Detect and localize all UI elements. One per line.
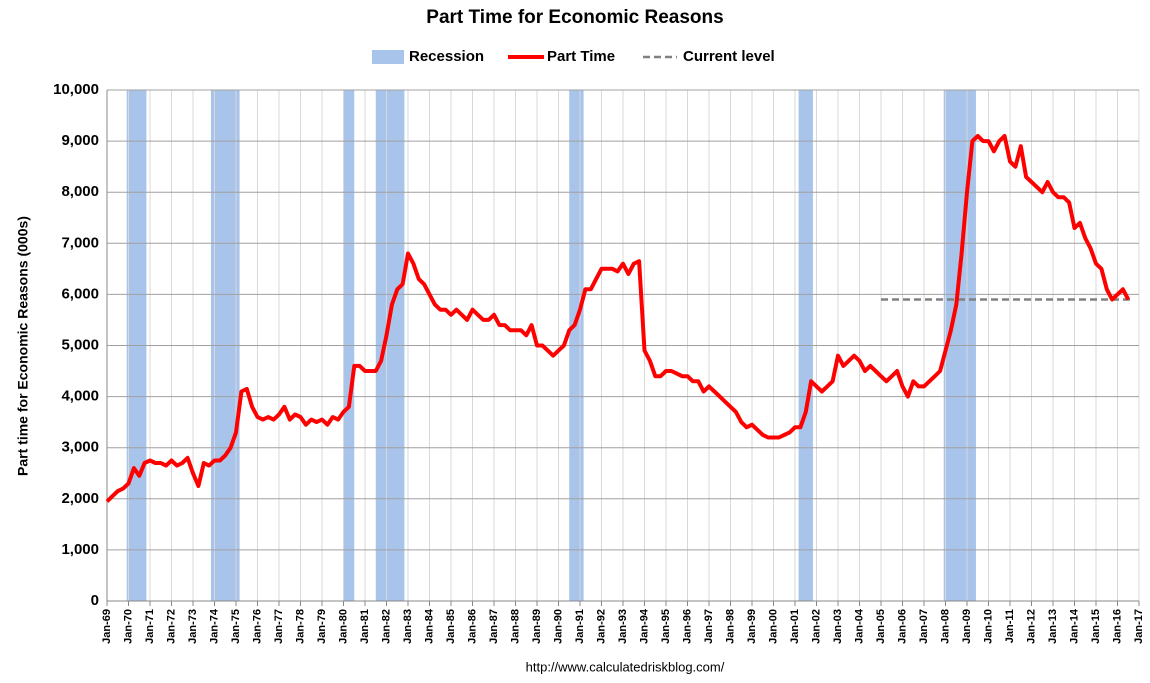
x-tick-label: Jan-15 <box>1090 609 1102 644</box>
x-tick-label: Jan-14 <box>1068 608 1080 644</box>
x-tick-label: Jan-71 <box>144 609 156 644</box>
x-tick-label: Jan-90 <box>552 609 564 644</box>
y-tick-label: 3,000 <box>61 439 99 456</box>
x-tick-label: Jan-96 <box>681 609 693 644</box>
x-tick-label: Jan-99 <box>746 609 758 644</box>
y-tick-label: 5,000 <box>61 336 99 353</box>
x-tick-label: Jan-08 <box>939 609 951 644</box>
x-tick-label: Jan-73 <box>187 609 199 644</box>
x-tick-label: Jan-92 <box>595 609 607 644</box>
x-tick-label: Jan-89 <box>531 609 543 644</box>
legend-swatch <box>372 50 404 64</box>
chart-title: Part Time for Economic Reasons <box>426 7 723 28</box>
x-tick-label: Jan-03 <box>832 609 844 644</box>
y-tick-label: 2,000 <box>61 490 99 507</box>
x-tick-label: Jan-80 <box>337 609 349 644</box>
x-tick-label: Jan-10 <box>982 609 994 644</box>
x-tick-label: Jan-05 <box>875 609 887 644</box>
y-tick-label: 10,000 <box>53 81 99 98</box>
x-tick-label: Jan-91 <box>574 609 586 644</box>
y-tick-label: 8,000 <box>61 183 99 200</box>
x-tick-label: Jan-85 <box>445 609 457 644</box>
x-tick-label: Jan-69 <box>101 609 113 644</box>
y-tick-label: 7,000 <box>61 234 99 251</box>
y-tick-label: 1,000 <box>61 541 99 558</box>
x-tick-label: Jan-97 <box>703 609 715 644</box>
x-tick-label: Jan-82 <box>380 609 392 644</box>
x-tick-label: Jan-00 <box>767 609 779 644</box>
x-tick-label: Jan-07 <box>918 609 930 644</box>
x-tick-label: Jan-12 <box>1025 609 1037 644</box>
x-tick-label: Jan-77 <box>273 609 285 644</box>
x-tick-label: Jan-78 <box>294 609 306 644</box>
x-tick-label: Jan-95 <box>660 609 672 644</box>
y-tick-label: 9,000 <box>61 132 99 149</box>
x-tick-label: Jan-79 <box>316 609 328 644</box>
x-tick-label: Jan-83 <box>402 609 414 644</box>
x-tick-label: Jan-72 <box>165 609 177 644</box>
x-tick-label: Jan-75 <box>230 609 242 644</box>
x-tick-label: Jan-84 <box>423 608 435 644</box>
y-tick-label: 0 <box>91 592 99 609</box>
x-tick-label: Jan-09 <box>961 609 973 644</box>
legend-label: Part Time <box>547 48 615 65</box>
x-tick-label: Jan-16 <box>1111 609 1123 644</box>
x-tick-label: Jan-81 <box>359 609 371 644</box>
x-tick-label: Jan-04 <box>853 608 865 644</box>
x-tick-label: Jan-11 <box>1004 609 1016 643</box>
x-tick-label: Jan-17 <box>1133 609 1145 644</box>
x-tick-label: Jan-98 <box>724 609 736 644</box>
x-tick-label: Jan-87 <box>488 609 500 644</box>
x-tick-label: Jan-02 <box>810 609 822 644</box>
x-tick-label: Jan-76 <box>251 609 263 644</box>
x-tick-label: Jan-86 <box>466 609 478 644</box>
legend-label: Recession <box>409 48 484 65</box>
y-axis-label: Part time for Economic Reasons (000s) <box>15 216 31 476</box>
x-tick-label: Jan-94 <box>638 608 650 644</box>
y-tick-label: 6,000 <box>61 285 99 302</box>
x-tick-label: Jan-70 <box>122 609 134 644</box>
x-tick-label: Jan-06 <box>896 609 908 644</box>
y-tick-label: 4,000 <box>61 388 99 405</box>
x-tick-label: Jan-01 <box>789 609 801 644</box>
x-tick-label: Jan-88 <box>509 609 521 644</box>
source: http://www.calculatedriskblog.com/ <box>526 659 725 674</box>
x-tick-label: Jan-93 <box>617 609 629 644</box>
x-tick-label: Jan-13 <box>1047 609 1059 644</box>
series-line <box>105 134 1131 503</box>
x-tick-label: Jan-74 <box>208 608 220 644</box>
legend-label: Current level <box>683 48 775 65</box>
